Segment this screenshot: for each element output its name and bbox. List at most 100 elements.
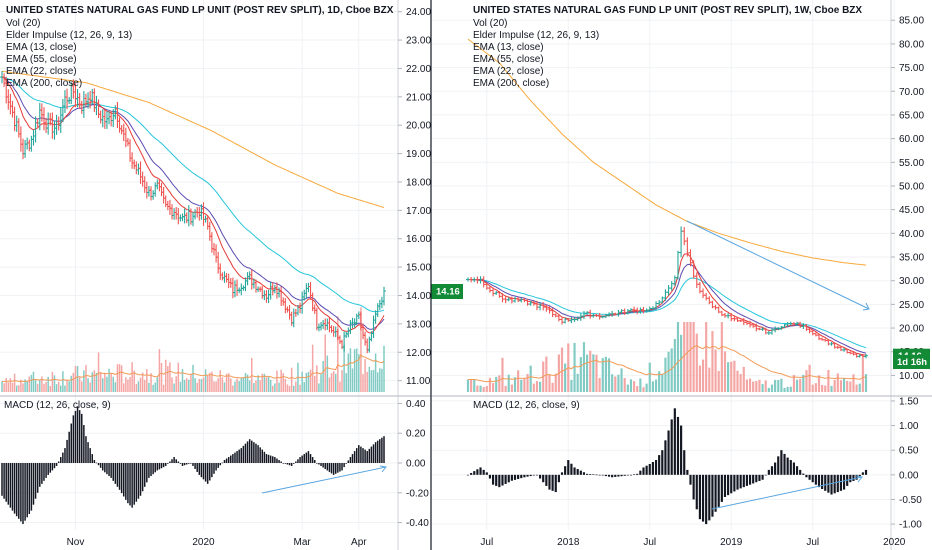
volume-bar xyxy=(89,382,91,392)
y-tick-label: 17.00 xyxy=(406,206,431,217)
volume-bar xyxy=(326,355,329,392)
volume-bar xyxy=(347,353,350,392)
macd-bar xyxy=(125,463,127,500)
macd-bar xyxy=(651,462,654,475)
volume-bar xyxy=(242,377,245,392)
ohlc-bar xyxy=(377,299,382,311)
volume-bar xyxy=(272,385,274,392)
volume-bar xyxy=(64,385,66,392)
volume-bar xyxy=(570,379,573,392)
right-legend-ema55: EMA (55, close) xyxy=(473,54,544,65)
macd-bar xyxy=(770,466,774,475)
volume-bar xyxy=(786,386,789,392)
macd-bar xyxy=(257,445,259,463)
ohlc-bar xyxy=(694,272,699,288)
macd-bar xyxy=(339,463,341,472)
ohlc-bar xyxy=(52,120,57,140)
macd-bar xyxy=(150,463,152,477)
volume-bar xyxy=(532,383,535,392)
volume-bar xyxy=(683,322,686,392)
macd-bar xyxy=(318,463,320,465)
volume-bar xyxy=(83,370,85,392)
volume-bar xyxy=(81,381,83,392)
ohlc-bar xyxy=(211,243,216,256)
macd-bar xyxy=(670,419,673,475)
ohlc-bar xyxy=(100,109,105,128)
macd-bar xyxy=(97,463,100,466)
macd-bar xyxy=(139,463,142,496)
volume-bar xyxy=(720,322,723,392)
macd-bar xyxy=(246,441,249,463)
right-time-axis: Jul2018Jul2019Jul2020Jul xyxy=(480,537,905,548)
macd-tick-label: 0.50 xyxy=(899,446,919,457)
volume-bar xyxy=(101,378,104,392)
ohlc-bar xyxy=(264,290,269,303)
volume-bar xyxy=(383,345,385,392)
macd-bar xyxy=(842,474,846,490)
macd-bar xyxy=(727,474,730,496)
x-tick-label: 2019 xyxy=(720,537,743,548)
macd-bar xyxy=(545,474,548,486)
right-countdown-badge: 1d 16h xyxy=(893,355,930,369)
macd-bar xyxy=(560,472,564,475)
ohlc-bar xyxy=(279,286,284,306)
macd-bar xyxy=(607,474,611,477)
volume-bar xyxy=(846,380,849,392)
volume-bar xyxy=(814,383,817,392)
volume-bar xyxy=(341,370,343,392)
volume-bar xyxy=(162,384,165,392)
macd-bar xyxy=(232,454,234,463)
volume-bar xyxy=(278,382,280,392)
volume-bar xyxy=(24,379,26,392)
left-legend-vol: Vol (20) xyxy=(6,18,40,29)
volume-bar xyxy=(322,360,324,392)
ohlc-bar xyxy=(729,312,734,322)
macd-tick-label: 1.50 xyxy=(899,396,919,407)
volume-bar xyxy=(535,381,539,392)
volume-bar xyxy=(131,362,133,392)
macd-bar xyxy=(723,474,727,497)
volume-bar xyxy=(309,369,312,392)
macd-bar xyxy=(288,463,291,466)
volume-bar xyxy=(849,381,852,392)
macd-bar xyxy=(135,463,138,502)
macd-bar xyxy=(95,462,98,464)
ohlc-bar xyxy=(235,279,240,296)
x-tick-label: Jul xyxy=(480,537,493,548)
volume-bar xyxy=(827,369,830,392)
volume-bar xyxy=(284,378,287,392)
x-tick-label: 2018 xyxy=(557,537,580,548)
x-tick-label: Jul xyxy=(643,537,656,548)
macd-bar xyxy=(24,463,26,521)
macd-bar xyxy=(206,463,209,484)
volume-bar xyxy=(855,384,858,392)
macd-bar xyxy=(792,462,796,475)
macd-bar xyxy=(30,463,33,511)
volume-bar xyxy=(114,382,117,392)
macd-bar xyxy=(307,451,310,463)
volume-bar xyxy=(150,373,152,392)
ohlc-bar xyxy=(27,139,32,152)
macd-bar xyxy=(626,474,629,476)
volume-bar xyxy=(135,383,138,392)
volume-bar xyxy=(611,374,614,392)
macd-bar xyxy=(183,463,186,466)
macd-bar xyxy=(74,410,77,463)
volume-bar xyxy=(830,385,833,392)
volume-bar xyxy=(41,376,43,392)
volume-bar xyxy=(236,378,238,392)
volume-bar xyxy=(179,381,182,392)
macd-bar xyxy=(66,439,68,463)
macd-bar xyxy=(1,463,3,496)
volume-bar xyxy=(595,354,598,392)
macd-bar xyxy=(758,474,761,481)
macd-bar xyxy=(22,463,24,525)
y-tick-label: 30.00 xyxy=(899,276,924,287)
macd-bar xyxy=(557,474,560,483)
volume-bar xyxy=(761,384,764,392)
y-tick-label: 25.00 xyxy=(899,300,924,311)
macd-bar xyxy=(861,472,864,475)
ohlc-bar xyxy=(174,207,179,220)
macd-bar xyxy=(833,474,836,494)
ohlc-bar xyxy=(331,326,336,337)
